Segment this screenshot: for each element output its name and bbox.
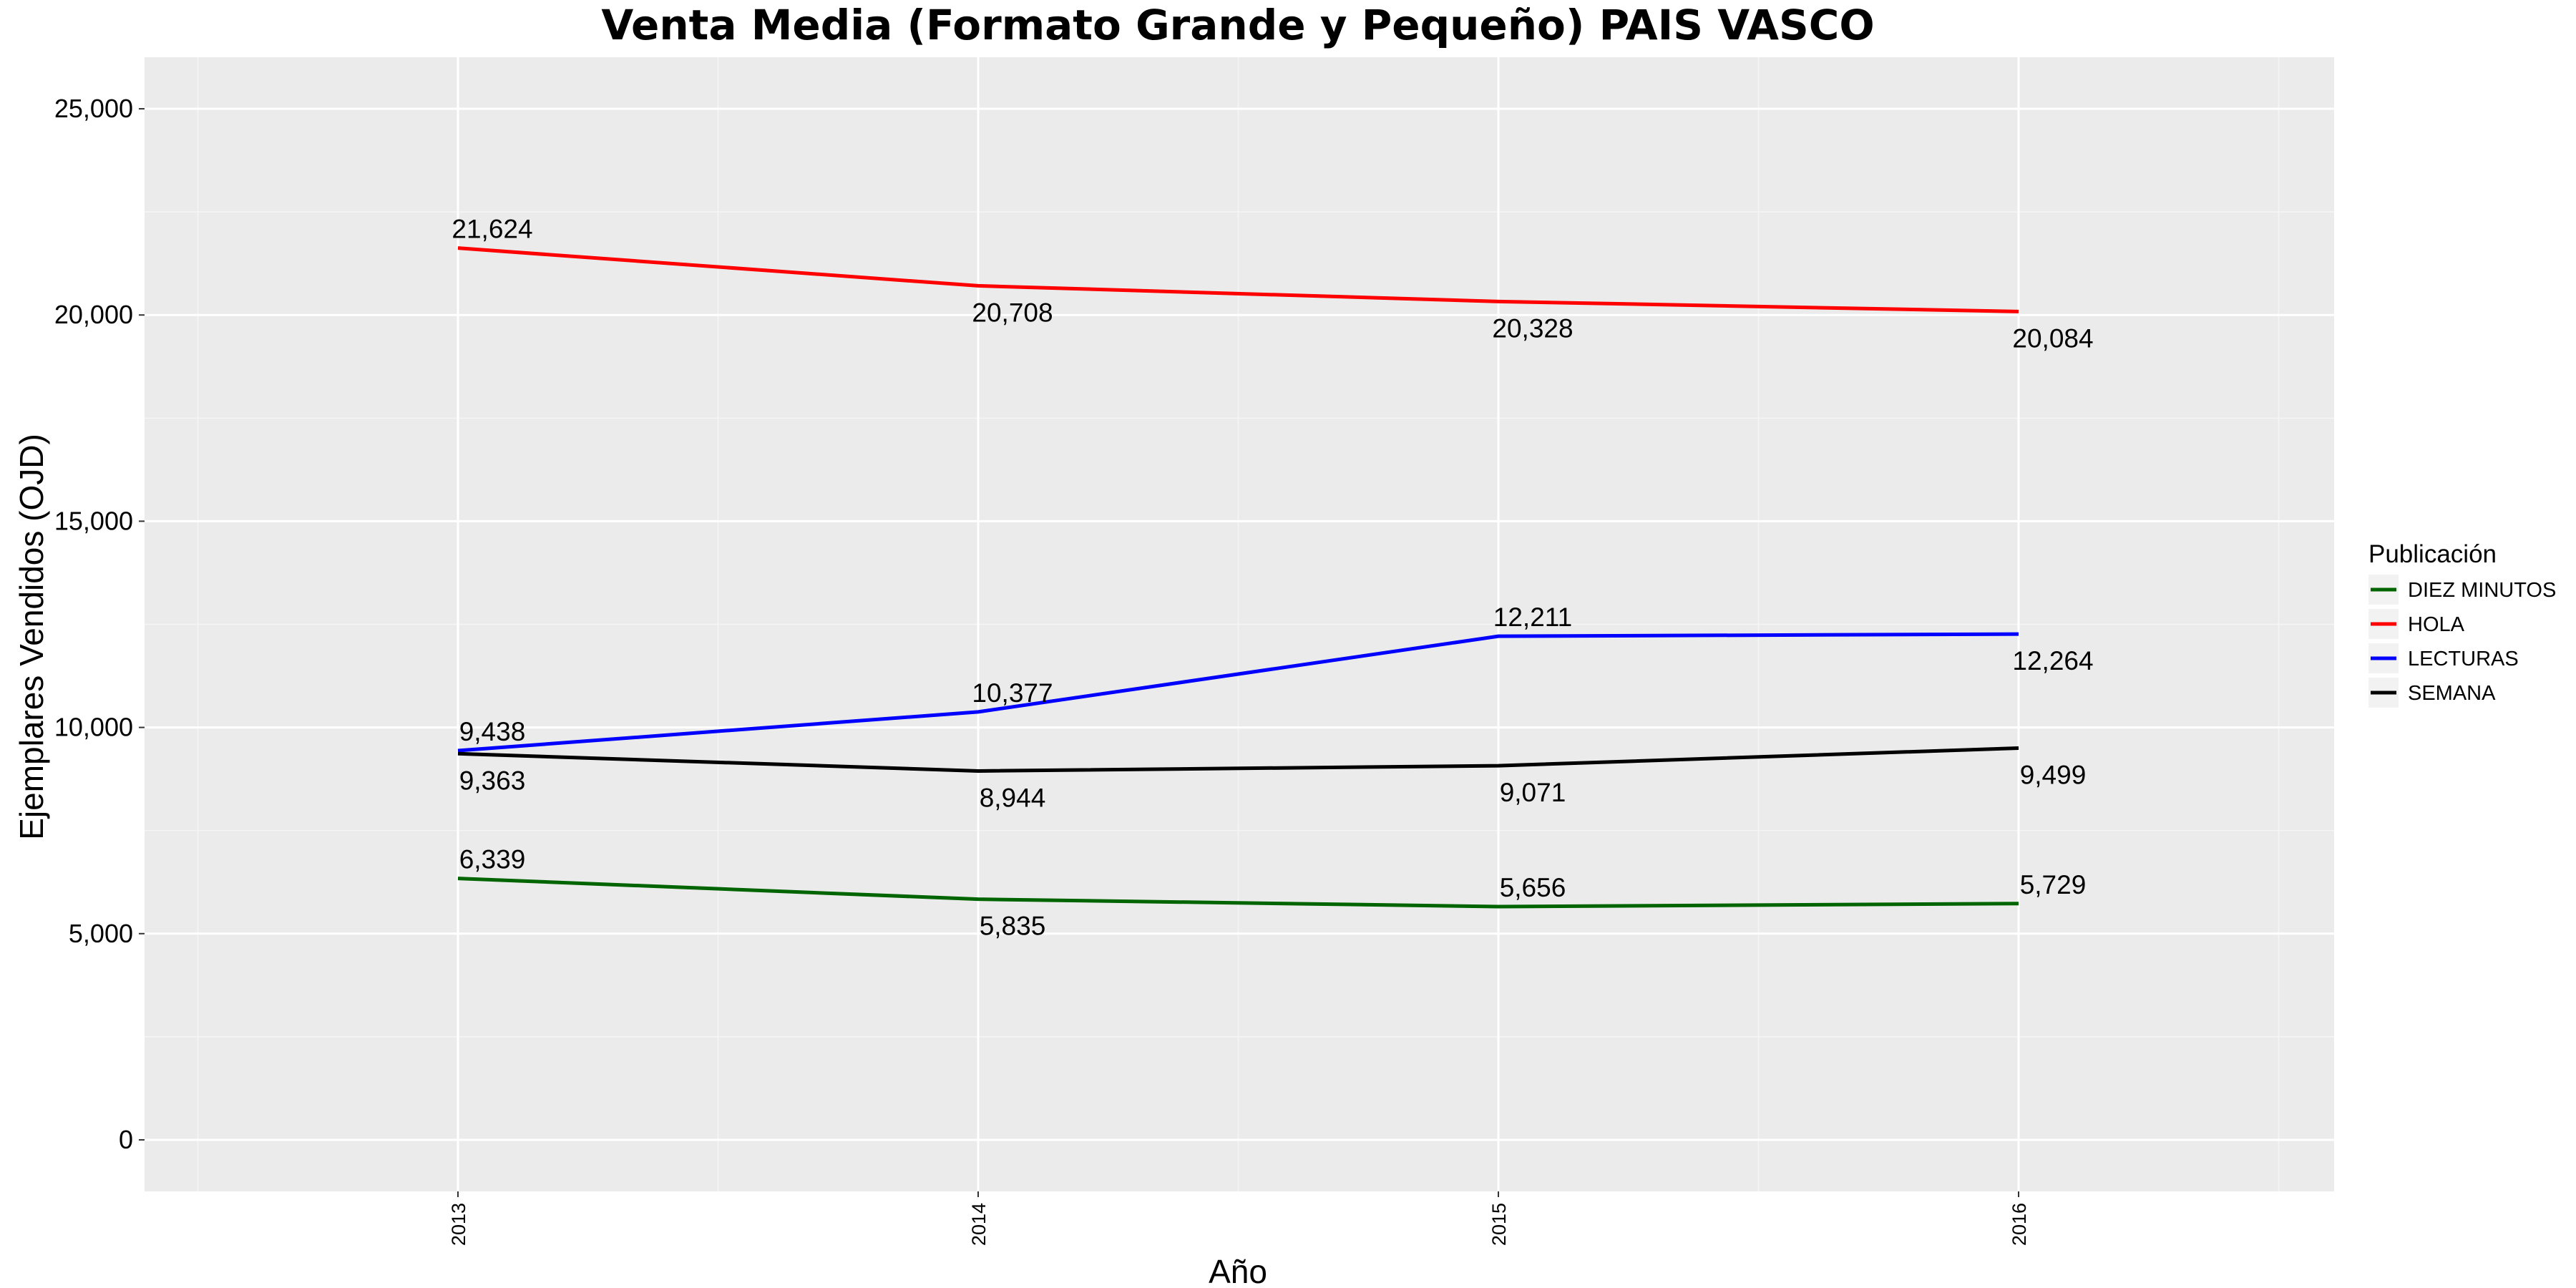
y-tick-label: 10,000: [54, 713, 133, 742]
series-line-semana: [457, 746, 2019, 773]
minor-gridlines: [145, 57, 2334, 1191]
y-axis: 0 5,000 10,000 15,000 20,000 25,000: [54, 94, 145, 1154]
series-line-hola: [457, 246, 2019, 313]
y-tick-label: 25,000: [54, 94, 133, 123]
data-labels: 6,339 5,835 5,656 5,729 21,624 20,708 20,328 20…: [452, 215, 2093, 941]
data-label-hola: 20,328: [1492, 313, 1573, 343]
y-axis-title: Ejemplares Vendidos (OJD): [13, 434, 50, 840]
series-line-diez-minutos: [457, 877, 2019, 909]
data-label-semana: 9,363: [459, 766, 526, 795]
series-lines: [457, 246, 2019, 909]
x-tick-label: 2016: [2009, 1203, 2030, 1246]
data-label-diez-minutos: 5,656: [1500, 873, 1566, 902]
legend-label-hola: HOLA: [2408, 613, 2465, 636]
major-gridlines: [145, 57, 2334, 1191]
data-label-diez-minutos: 6,339: [459, 845, 526, 874]
data-label-hola: 21,624: [452, 215, 532, 244]
x-axis: 2013 2014 2015 2016: [448, 1191, 2030, 1246]
legend-title: Publicación: [2368, 540, 2497, 568]
x-tick-label: 2015: [1488, 1203, 1510, 1246]
data-label-diez-minutos: 5,729: [2020, 870, 2087, 899]
legend-label-lecturas: LECTURAS: [2408, 648, 2519, 670]
data-label-semana: 9,071: [1500, 778, 1566, 807]
data-label-hola: 20,708: [972, 298, 1053, 327]
data-label-lecturas: 12,211: [1493, 602, 1572, 632]
data-label-semana: 8,944: [980, 783, 1046, 812]
legend-label-diez-minutos: DIEZ MINUTOS: [2408, 579, 2556, 602]
data-label-semana: 9,499: [2020, 760, 2087, 789]
y-tick-label: 0: [119, 1125, 133, 1154]
y-tick-label: 5,000: [69, 919, 133, 948]
data-label-lecturas: 12,264: [2012, 646, 2093, 675]
data-label-lecturas: 9,438: [459, 717, 526, 746]
x-tick-label: 2014: [968, 1203, 990, 1246]
x-axis-title: Año: [1209, 1253, 1267, 1288]
data-label-hola: 20,084: [2012, 323, 2093, 353]
data-label-lecturas: 10,377: [972, 678, 1053, 708]
legend: Publicación DIEZ MINUTOS HOLA LECTURAS SEMA…: [2368, 540, 2556, 708]
legend-label-semana: SEMANA: [2408, 682, 2496, 705]
data-label-diez-minutos: 5,835: [980, 912, 1046, 941]
series-line-lecturas: [457, 632, 2019, 753]
chart-title: Venta Media (Formato Grande y Pequeño) P…: [601, 1, 1874, 49]
y-tick-label: 20,000: [54, 300, 133, 329]
y-tick-label: 15,000: [54, 506, 133, 535]
x-tick-label: 2013: [448, 1203, 469, 1246]
